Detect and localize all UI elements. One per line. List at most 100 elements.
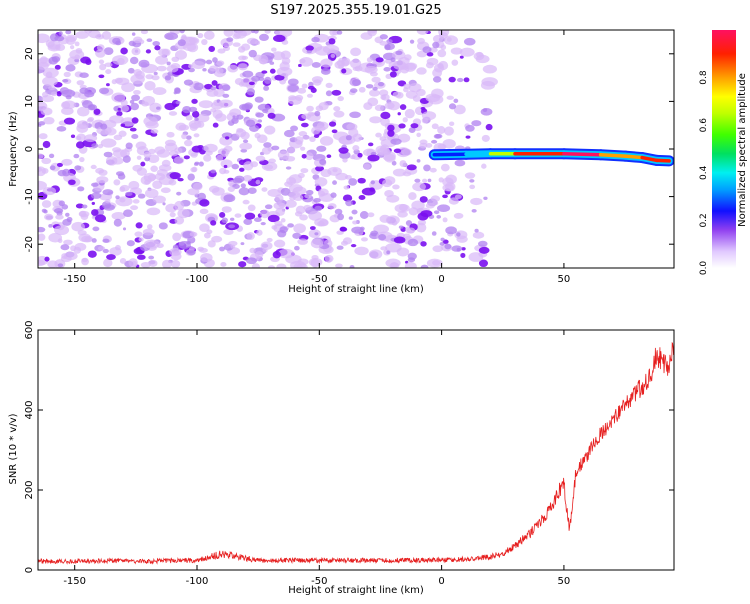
noise-blob [312,76,323,83]
noise-blob [104,152,113,158]
noise-blob [199,161,204,166]
noise-blob [204,31,215,40]
noise-blob [351,244,356,247]
noise-blob [434,210,439,214]
noise-blob [153,196,166,204]
noise-blob [154,45,160,50]
noise-blob [359,195,366,200]
noise-blob [130,205,138,210]
noise-blob [105,69,111,74]
noise-blob [298,173,305,178]
noise-blob [130,74,145,84]
noise-blob [156,106,160,109]
noise-blob [49,154,54,159]
noise-blob [54,208,63,213]
noise-blob [397,211,408,218]
noise-blob [367,155,379,162]
noise-blob [378,82,384,86]
noise-blob [120,185,130,191]
noise-blob [146,49,151,53]
noise-blob [44,257,49,262]
noise-blob [437,126,445,134]
noise-blob [61,159,72,166]
noise-blob [473,232,484,239]
noise-blob [407,227,416,233]
noise-blob [340,227,347,232]
noise-blob [189,38,198,43]
noise-blob [194,118,199,121]
noise-blob [169,248,181,256]
noise-blob [472,209,477,213]
noise-blob [117,58,125,65]
noise-blob [184,79,193,85]
noise-blob [105,128,117,136]
noise-blob [247,88,255,95]
noise-blob [271,48,277,52]
noise-blob [330,192,336,197]
noise-blob [92,202,95,205]
noise-blob [432,42,439,49]
noise-blob [204,232,211,238]
noise-blob [316,105,324,111]
noise-blob [258,119,262,122]
noise-blob [39,133,48,139]
noise-blob [175,101,180,104]
noise-blob [141,262,151,268]
noise-blob [157,149,170,158]
noise-blob [306,106,314,112]
noise-blob [390,71,397,77]
noise-blob [153,87,167,95]
noise-blob [113,179,120,185]
noise-blob [192,61,205,69]
noise-blob [126,142,133,149]
noise-blob [413,95,421,102]
noise-blob [209,186,220,193]
noise-blob [157,66,167,72]
noise-blob [369,116,381,123]
noise-blob [41,95,54,102]
noise-blob [332,168,337,172]
noise-blob [469,185,475,189]
noise-blob [197,121,204,128]
noise-blob [68,179,76,185]
noise-blob [225,136,229,139]
noise-blob [361,237,368,241]
noise-blob [337,96,344,101]
noise-blob [109,115,124,123]
noise-blob [127,240,135,246]
noise-blob [170,172,181,179]
noise-blob [331,54,336,58]
noise-blob [47,260,58,268]
noise-blob [314,111,320,117]
noise-blob [48,57,58,65]
noise-blob [292,233,301,239]
noise-blob [263,86,269,91]
noise-blob [58,238,63,243]
noise-blob [329,48,336,53]
snr-y-tick-label: 400 [24,400,35,419]
noise-blob [249,248,255,253]
noise-blob [252,263,260,271]
noise-blob [42,209,47,213]
noise-blob [137,156,142,160]
spectrogram-x-tick-label: 0 [438,274,444,285]
noise-blob [348,178,357,186]
noise-blob [230,218,234,221]
noise-blob [341,59,349,67]
noise-blob [431,140,437,144]
noise-blob [220,262,226,267]
noise-blob [287,85,298,92]
noise-blob [391,57,396,62]
noise-blob [451,59,458,65]
noise-blob [231,164,239,170]
noise-blob [246,257,257,264]
noise-blob [410,40,414,44]
noise-blob [132,117,139,123]
noise-blob [243,161,253,170]
noise-blob [184,155,190,159]
noise-blob [352,79,361,86]
noise-blob [34,260,45,266]
noise-blob [481,81,495,90]
noise-blob [210,169,216,173]
spectrogram-y-tick-label: -20 [24,236,35,252]
